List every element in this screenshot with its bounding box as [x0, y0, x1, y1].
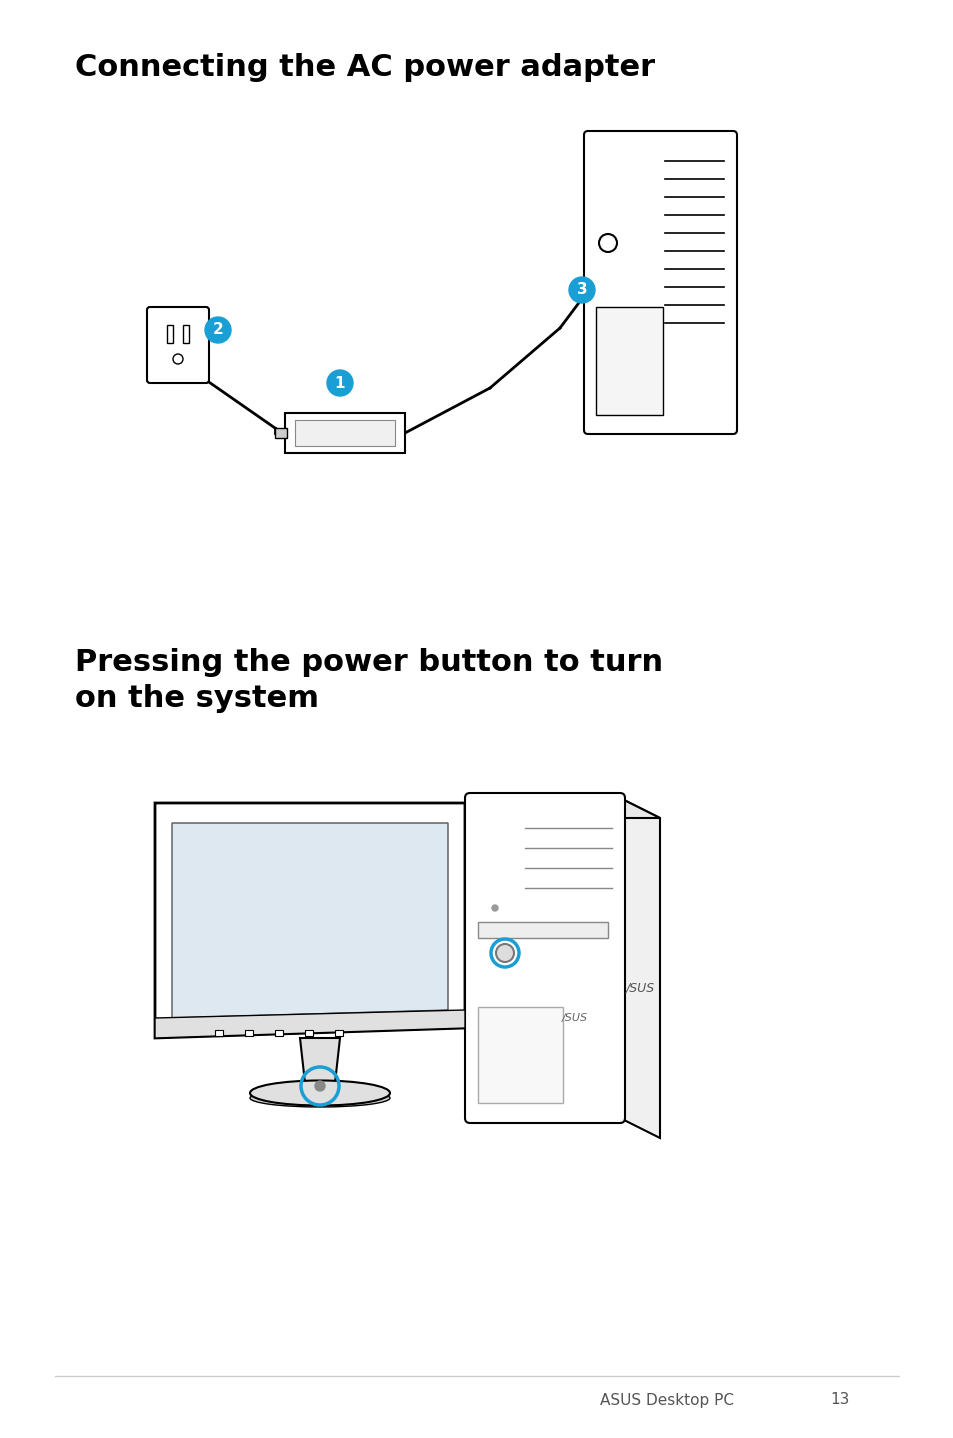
Bar — [245, 1030, 253, 1035]
Bar — [294, 420, 395, 446]
Circle shape — [314, 1081, 325, 1091]
Bar — [477, 1007, 562, 1103]
Bar — [274, 1030, 283, 1035]
Bar — [274, 429, 287, 439]
Bar — [477, 922, 607, 938]
Text: ASUS Desktop PC: ASUS Desktop PC — [599, 1392, 733, 1408]
Circle shape — [205, 316, 231, 344]
Bar — [167, 325, 172, 344]
Polygon shape — [154, 1009, 464, 1038]
Ellipse shape — [250, 1080, 390, 1106]
FancyBboxPatch shape — [583, 131, 737, 434]
Circle shape — [491, 939, 518, 966]
Bar — [214, 1030, 223, 1035]
FancyBboxPatch shape — [464, 792, 624, 1123]
Polygon shape — [619, 798, 659, 1137]
Text: /SUS: /SUS — [561, 1012, 587, 1022]
Bar — [596, 306, 662, 416]
Circle shape — [172, 354, 183, 364]
Bar — [305, 1030, 313, 1035]
Polygon shape — [172, 823, 448, 1018]
Text: 2: 2 — [213, 322, 223, 338]
Text: Pressing the power button to turn
on the system: Pressing the power button to turn on the… — [75, 649, 662, 713]
Text: 1: 1 — [335, 375, 345, 391]
Text: 13: 13 — [829, 1392, 848, 1408]
Circle shape — [598, 234, 617, 252]
Polygon shape — [299, 1038, 339, 1083]
Text: Connecting the AC power adapter: Connecting the AC power adapter — [75, 53, 655, 82]
Circle shape — [568, 278, 595, 303]
FancyBboxPatch shape — [147, 306, 209, 383]
Circle shape — [492, 905, 497, 912]
Ellipse shape — [250, 1089, 390, 1107]
Polygon shape — [285, 413, 405, 453]
Bar — [335, 1030, 343, 1035]
Text: /SUS: /SUS — [625, 982, 654, 995]
Polygon shape — [154, 802, 464, 1038]
Polygon shape — [470, 798, 659, 818]
Text: 3: 3 — [576, 282, 587, 298]
Bar — [183, 325, 189, 344]
Circle shape — [327, 370, 353, 395]
Circle shape — [496, 943, 514, 962]
